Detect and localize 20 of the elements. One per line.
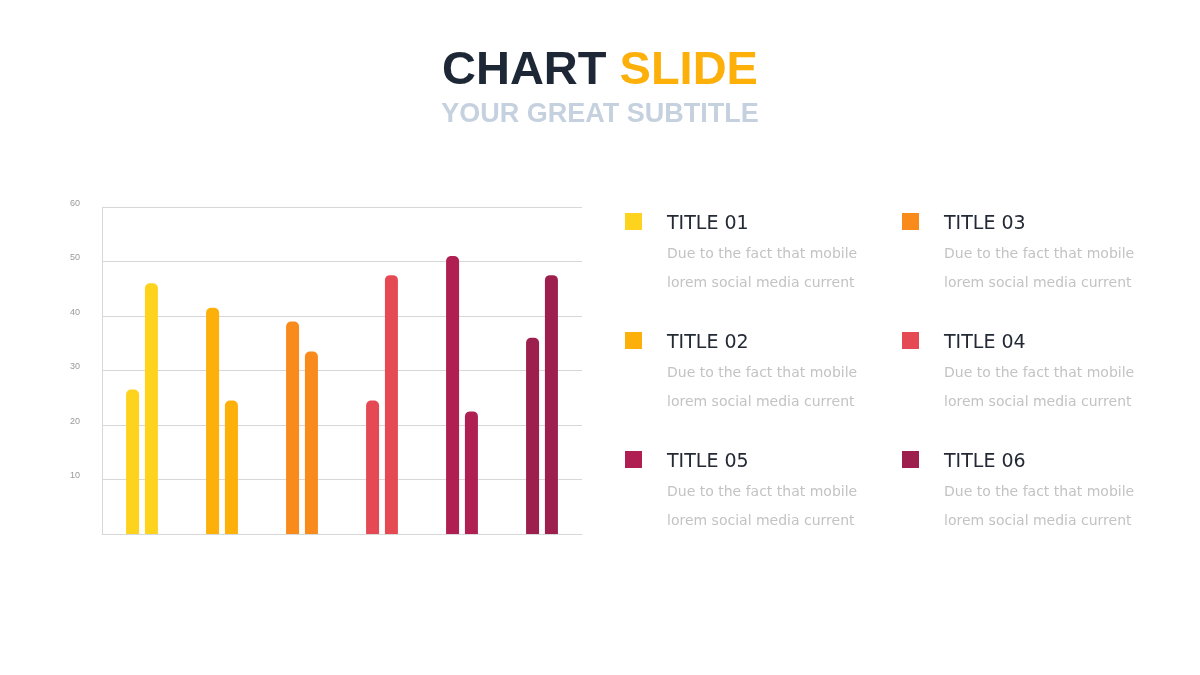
y-tick-label: 20 <box>69 415 80 426</box>
text: Due to the fact that mobile lorem social media current <box>944 482 1136 530</box>
chart-subtitle: YOUR GREAT SUBTITLE <box>440 98 760 129</box>
chart-title: CHART SLIDE <box>441 40 759 96</box>
text: TITLE 01 <box>667 211 749 233</box>
y-tick-label: 50 <box>69 252 80 262</box>
text: TITLE 03 <box>944 211 1026 233</box>
text: Due to the fact that mobile lorem social media current <box>944 363 1136 411</box>
y-tick-label: 10 <box>69 470 80 480</box>
text: Due to the fact that mobile lorem social media current <box>944 244 1136 292</box>
y-tick-label: 40 <box>69 306 80 317</box>
y-tick-label: 60 <box>69 197 80 208</box>
text: TITLE 04 <box>944 330 1026 352</box>
text: Due to the fact that mobile lorem social media current <box>667 363 859 411</box>
text: TITLE 02 <box>667 330 749 352</box>
text: TITLE 05 <box>667 449 749 471</box>
text: Due to the fact that mobile lorem social media current <box>667 244 859 292</box>
y-tick-label: 30 <box>69 361 80 371</box>
text: TITLE 06 <box>944 449 1026 471</box>
text: Due to the fact that mobile lorem social media current <box>667 482 859 530</box>
